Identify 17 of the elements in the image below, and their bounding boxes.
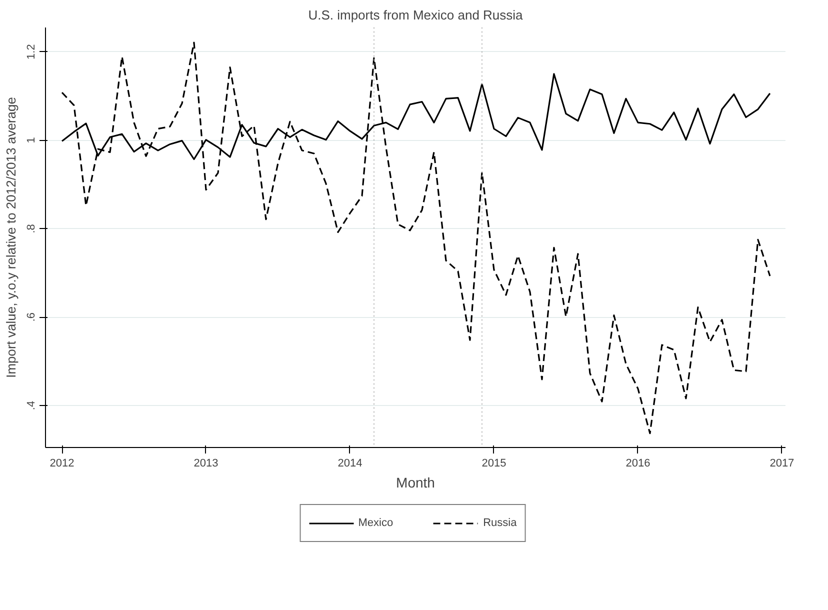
y-tick-label: .8 bbox=[26, 224, 38, 234]
x-tick-label: 2015 bbox=[482, 458, 506, 470]
legend-label: Russia bbox=[483, 517, 517, 529]
y-tick-label: .6 bbox=[26, 312, 38, 322]
y-axis-title: Import value, y.o.y relative to 2012/2013 average bbox=[4, 97, 18, 378]
y-tick-label: 1 bbox=[26, 137, 38, 144]
x-axis-title: Month bbox=[396, 474, 435, 490]
x-tick-label: 2012 bbox=[50, 458, 74, 470]
legend-label: Mexico bbox=[358, 517, 394, 529]
x-tick-label: 2017 bbox=[770, 458, 794, 470]
x-tick-label: 2016 bbox=[626, 458, 650, 470]
y-tick-label: .4 bbox=[26, 400, 38, 410]
x-tick-label: 2014 bbox=[338, 458, 362, 470]
y-tick-label: 1.2 bbox=[26, 44, 38, 60]
chart-title: U.S. imports from Mexico and Russia bbox=[308, 8, 524, 22]
line-series bbox=[61, 42, 771, 434]
x-tick-label: 2013 bbox=[194, 458, 218, 470]
